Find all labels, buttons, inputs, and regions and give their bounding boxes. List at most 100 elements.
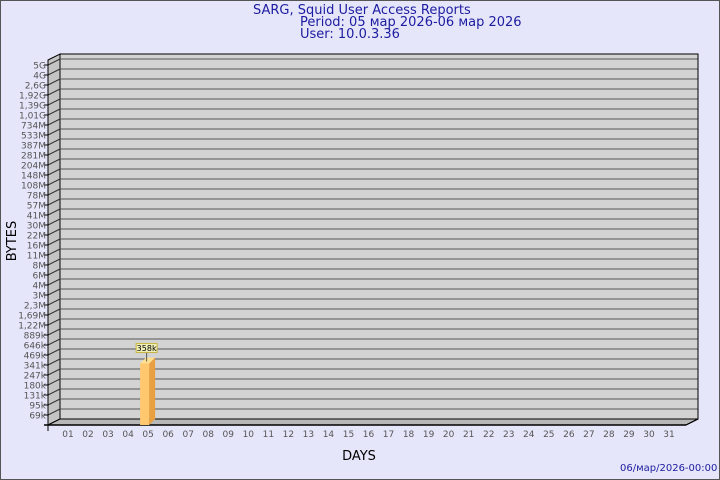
y-tick-label: 22M xyxy=(27,232,46,242)
y-axis-label: BYTES xyxy=(5,221,20,262)
y-tick-label: 247k xyxy=(24,372,47,382)
y-tick-label: 41M xyxy=(27,212,46,222)
x-tick-label: 05 xyxy=(142,430,153,440)
gridline-side xyxy=(47,268,61,276)
y-tick-label: 16M xyxy=(27,242,46,252)
y-tick-label: 30M xyxy=(27,222,46,232)
x-tick-label: 17 xyxy=(383,430,394,440)
gridline-side xyxy=(47,58,61,66)
gridline-side xyxy=(47,408,61,416)
gridline-side xyxy=(47,288,61,296)
y-tick-label: 889k xyxy=(24,332,47,342)
y-tick-label: 2,6G xyxy=(25,82,46,92)
gridline-side xyxy=(47,368,61,376)
y-tick-label: 78M xyxy=(27,192,46,202)
gridline-side xyxy=(47,108,61,116)
x-tick-label: 02 xyxy=(82,430,93,440)
gridline-side xyxy=(47,98,61,106)
x-tick-label: 12 xyxy=(283,430,294,440)
gridline-side xyxy=(47,278,61,286)
x-tick-label: 24 xyxy=(523,430,535,440)
gridline-side xyxy=(47,218,61,226)
y-tick-label: 533M xyxy=(21,132,46,142)
gridline-side xyxy=(47,318,61,326)
y-tick-label: 1,22M xyxy=(18,322,46,332)
x-tick-label: 21 xyxy=(463,430,474,440)
data-label-box xyxy=(135,342,158,353)
bar-top xyxy=(140,357,156,364)
y-tick-label: 281M xyxy=(21,152,46,162)
gridline-side xyxy=(47,358,61,366)
gridline-side xyxy=(47,228,61,236)
y-tick-label: 1,01G xyxy=(19,112,46,122)
gridline-side xyxy=(47,158,61,166)
gridline-side xyxy=(47,298,61,306)
gridline-side xyxy=(47,338,61,346)
x-tick-label: 30 xyxy=(643,430,655,440)
gridline-side xyxy=(47,188,61,196)
x-tick-label: 11 xyxy=(263,430,274,440)
y-tick-label: 1,92G xyxy=(19,92,46,102)
gridline-side xyxy=(47,388,61,396)
y-tick-label: 5G xyxy=(33,62,46,72)
x-tick-label: 15 xyxy=(343,430,354,440)
x-tick-label: 22 xyxy=(483,430,494,440)
y-tick-label: 204M xyxy=(21,162,46,172)
x-tick-label: 18 xyxy=(403,430,415,440)
x-tick-label: 29 xyxy=(623,430,635,440)
y-tick-label: 1,69M xyxy=(18,312,46,322)
y-tick-label: 387M xyxy=(21,142,46,152)
x-tick-label: 13 xyxy=(303,430,314,440)
gridline-side xyxy=(47,328,61,336)
x-tick-label: 19 xyxy=(423,430,435,440)
x-tick-label: 26 xyxy=(563,430,575,440)
gridline-side xyxy=(47,208,61,216)
x-tick-label: 14 xyxy=(323,430,335,440)
x-tick-label: 16 xyxy=(363,430,375,440)
y-tick-label: 4G xyxy=(33,72,46,82)
gridline-side xyxy=(47,198,61,206)
gridline-side xyxy=(47,88,61,96)
x-tick-label: 01 xyxy=(62,430,73,440)
y-tick-label: 11M xyxy=(27,252,46,262)
y-tick-label: 341k xyxy=(24,362,47,372)
gridline-side xyxy=(47,128,61,136)
y-tick-label: 1,39G xyxy=(19,102,46,112)
y-tick-label: 57M xyxy=(27,202,46,212)
gridline-side xyxy=(47,258,61,266)
y-tick-label: 8M xyxy=(33,262,47,272)
y-tick-label: 95k xyxy=(29,402,46,412)
y-tick-label: 2,3M xyxy=(24,302,46,312)
gridline-side xyxy=(47,78,61,86)
y-tick-label: 108M xyxy=(21,182,46,192)
gridline-side xyxy=(47,248,61,256)
chart-user: User: 10.0.3.36 xyxy=(300,27,400,42)
y-tick-label: 734M xyxy=(21,122,46,132)
x-tick-label: 27 xyxy=(583,430,594,440)
x-tick-label: 31 xyxy=(663,430,674,440)
gridline-side xyxy=(47,168,61,176)
x-tick-label: 20 xyxy=(443,430,455,440)
y-tick-label: 180k xyxy=(24,382,47,392)
bar xyxy=(140,363,150,425)
footer-timestamp: 06/мар/2026-00:00 xyxy=(620,463,718,474)
bar-side xyxy=(149,357,156,425)
chart-period: Period: 05 мар 2026-06 мар 2026 xyxy=(300,15,522,30)
gridline-side xyxy=(47,138,61,146)
x-axis-label: DAYS xyxy=(342,449,376,464)
x-tick-label: 25 xyxy=(543,430,554,440)
gridline-side xyxy=(47,118,61,126)
data-label: 358k xyxy=(137,344,157,353)
x-tick-label: 03 xyxy=(102,430,113,440)
x-tick-label: 09 xyxy=(223,430,235,440)
x-tick-label: 23 xyxy=(503,430,514,440)
gridline-side xyxy=(47,68,61,76)
gridline-side xyxy=(47,378,61,386)
y-tick-label: 69k xyxy=(29,412,46,422)
x-tick-label: 07 xyxy=(182,430,193,440)
gridline-side xyxy=(47,148,61,156)
x-tick-label: 08 xyxy=(203,430,215,440)
y-tick-label: 6M xyxy=(33,272,47,282)
gridline-side xyxy=(47,398,61,406)
